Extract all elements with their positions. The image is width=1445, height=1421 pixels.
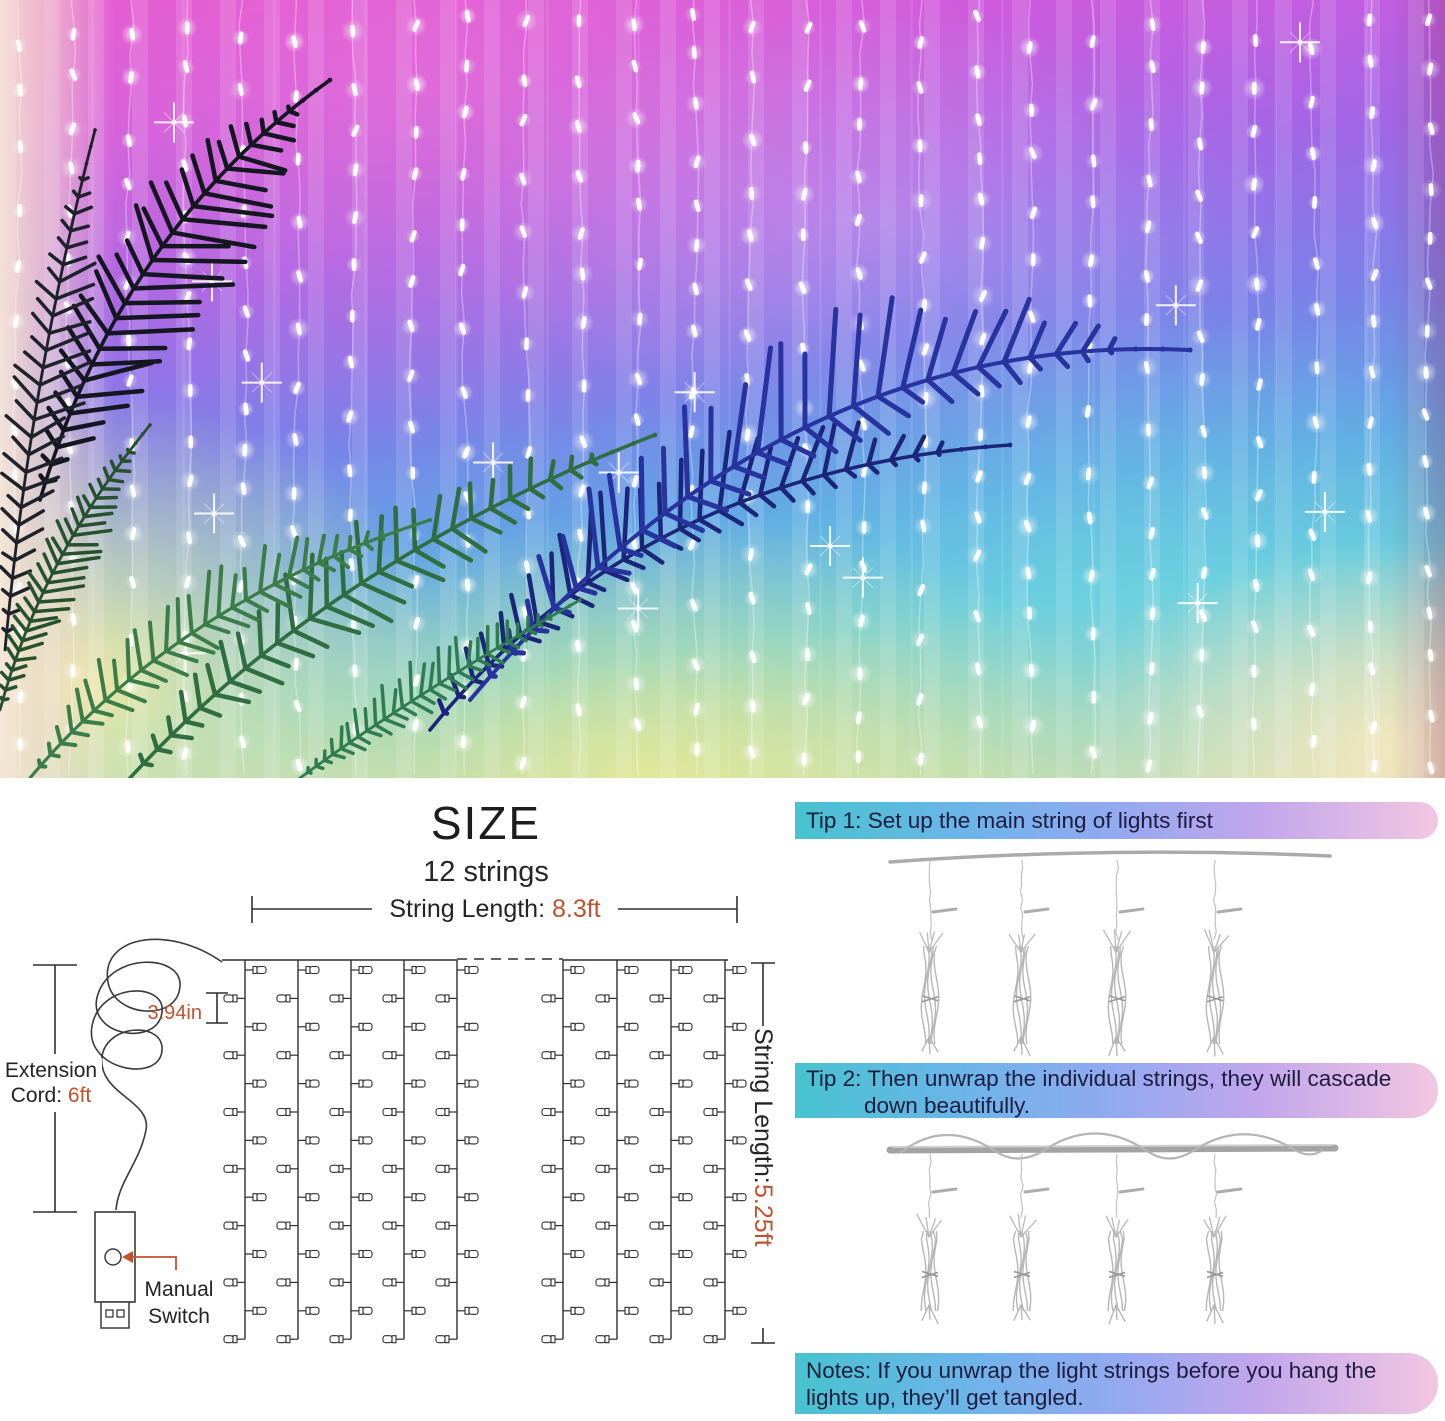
product-photo [0, 0, 1445, 778]
size-title: SIZE [430, 797, 542, 849]
top-dimension-label: String Length: 8.3ft [372, 895, 618, 924]
bulb-spacing-label: 3.94in [147, 1002, 203, 1024]
notes-banner: Notes: If you unwrap the light strings b… [795, 1353, 1438, 1414]
extension-cord-line2: Cord: 6ft [10, 1084, 92, 1107]
top-dimension-prefix: String Length: [389, 895, 552, 923]
hanging-instructions-art [886, 850, 1339, 1325]
curtain-lights-photo-art [0, 6, 1442, 778]
tip2-line1: Tip 2: Then unwrap the individual string… [806, 1066, 1392, 1091]
side-dimension-label: String Length: 5.25ft [748, 1028, 777, 1328]
tip2-banner: Tip 2: Then unwrap the individual string… [795, 1063, 1438, 1118]
tip1-banner: Tip 1: Set up the main string of lights … [795, 802, 1438, 839]
tip2-line2: down beautifully. [864, 1093, 1030, 1118]
side-dimension-prefix: String Length: [749, 1028, 777, 1184]
size-diagram-art [33, 896, 775, 1344]
extension-cord-value: 6ft [67, 1084, 92, 1107]
tip1-text: Tip 1: Set up the main string of lights … [806, 808, 1213, 833]
notes-line2: lights up, they’ll get tangled. [806, 1385, 1084, 1410]
tips-panel: Tip 1: Set up the main string of lights … [795, 800, 1445, 1421]
top-dimension-value: 8.3ft [551, 895, 601, 923]
side-dimension-value: 5.25ft [749, 1183, 777, 1247]
manual-switch-label: Manual Switch [144, 1278, 214, 1328]
strings-count-label: 12 strings [423, 856, 549, 888]
size-diagram-panel: SIZE 12 strings String Length: 8.3ft 3.9… [0, 778, 800, 1421]
notes-line1: Notes: If you unwrap the light strings b… [806, 1358, 1377, 1383]
extension-cord-line1: Extension [4, 1059, 98, 1082]
extension-cord-label: Extension Cord: 6ft [0, 1058, 102, 1108]
